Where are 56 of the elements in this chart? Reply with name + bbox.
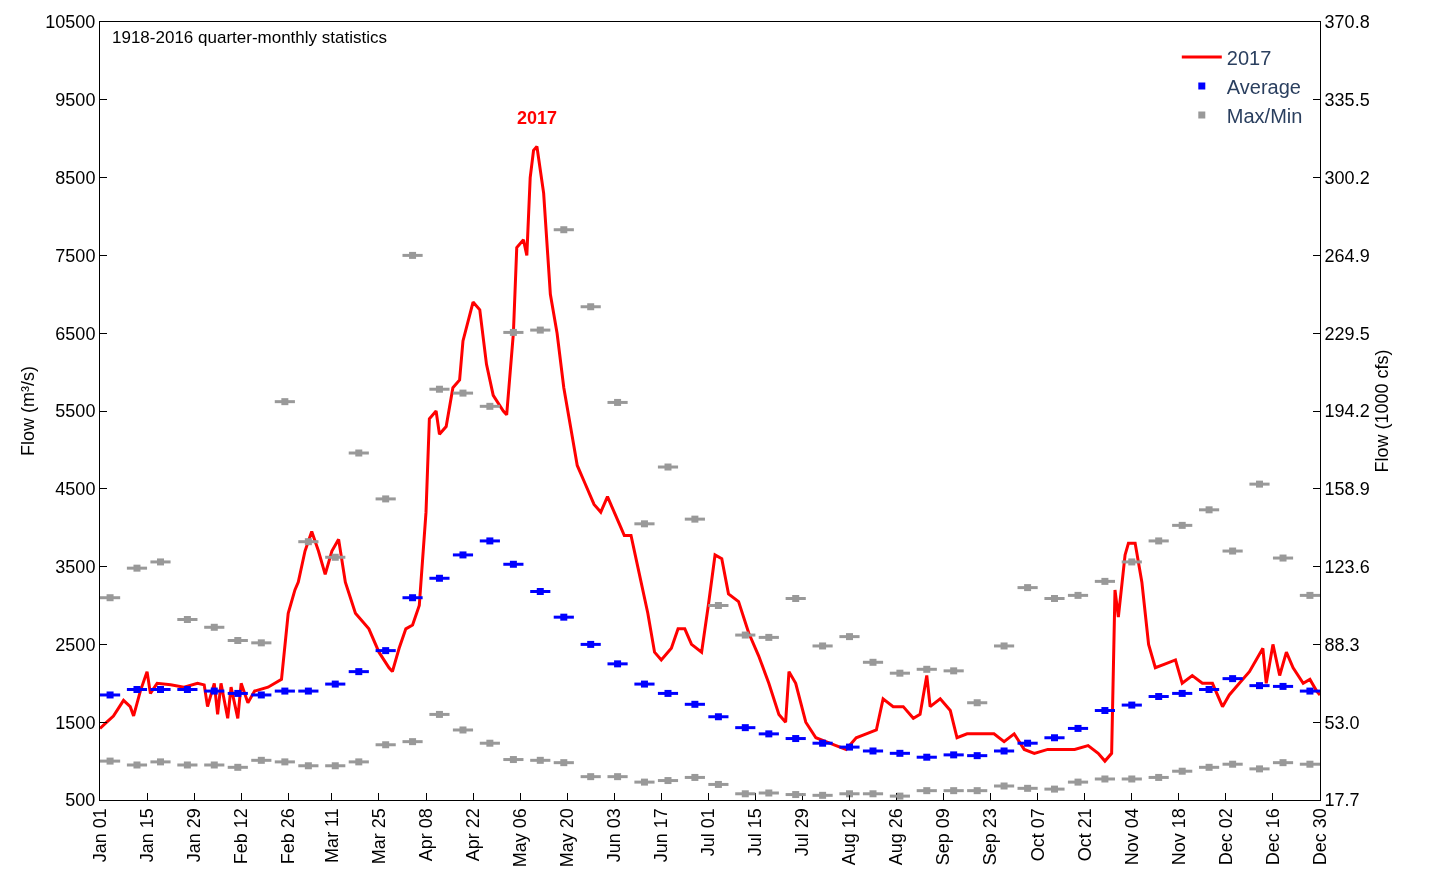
y2-tick-label: 88.3 bbox=[1324, 634, 1360, 655]
x-tick-label: Nov 18 bbox=[1168, 808, 1189, 866]
y2-tick-label: 123.6 bbox=[1324, 556, 1370, 577]
y-tick-label: 10500 bbox=[45, 12, 96, 33]
y-tick-label: 1500 bbox=[55, 712, 96, 733]
x-tick-label: Feb 26 bbox=[278, 808, 299, 865]
x-tick-label: Apr 08 bbox=[415, 808, 436, 862]
y-tick-label: 9500 bbox=[55, 90, 96, 111]
x-tick-label: Apr 22 bbox=[462, 808, 483, 862]
legend-label: Max/Min bbox=[1226, 104, 1303, 127]
y2-tick-label: 17.7 bbox=[1324, 790, 1360, 811]
y2-tick-label: 229.5 bbox=[1324, 323, 1370, 344]
y-tick-label: 500 bbox=[65, 790, 96, 811]
x-tick-label: Sep 23 bbox=[980, 808, 1001, 866]
y-tick-label: 6500 bbox=[55, 323, 96, 344]
x-tick-label: Aug 12 bbox=[839, 808, 860, 866]
x-tick-label: Jul 29 bbox=[792, 808, 813, 857]
x-tick-label: Jan 15 bbox=[136, 808, 157, 863]
y2-tick-label: 300.2 bbox=[1324, 167, 1370, 188]
x-tick-label: Dec 30 bbox=[1309, 808, 1330, 866]
y2-tick-label: 158.9 bbox=[1324, 479, 1370, 500]
y2-tick-label: 53.0 bbox=[1324, 712, 1360, 733]
x-tick-label: Mar 25 bbox=[368, 808, 389, 865]
x-tick-label: Oct 07 bbox=[1027, 808, 1048, 862]
x-tick-label: Jun 17 bbox=[651, 808, 672, 863]
x-tick-label: Jul 15 bbox=[745, 808, 766, 857]
x-tick-label: Jan 01 bbox=[89, 808, 110, 863]
y-tick-label: 2500 bbox=[55, 634, 96, 655]
y2-axis-title: Flow (1000 cfs) bbox=[1371, 349, 1392, 473]
y-tick-label: 5500 bbox=[55, 401, 96, 422]
annotation: 2017 bbox=[517, 108, 558, 128]
x-tick-label: Dec 16 bbox=[1262, 808, 1283, 866]
y-axis-title: Flow (m³/s) bbox=[17, 366, 38, 456]
x-tick-label: Aug 26 bbox=[886, 808, 907, 866]
x-tick-label: May 06 bbox=[509, 808, 530, 868]
x-tick-label: Jan 29 bbox=[183, 808, 204, 863]
y-tick-label: 8500 bbox=[55, 167, 96, 188]
y2-tick-label: 264.9 bbox=[1324, 245, 1370, 266]
y2-tick-label: 370.8 bbox=[1324, 12, 1370, 33]
x-tick-label: Oct 21 bbox=[1074, 808, 1095, 862]
y2-tick-label: 194.2 bbox=[1324, 401, 1370, 422]
y-tick-label: 4500 bbox=[55, 479, 96, 500]
y-tick-label: 7500 bbox=[55, 245, 96, 266]
legend-label: 2017 bbox=[1226, 46, 1272, 69]
x-tick-label: Feb 12 bbox=[231, 808, 252, 865]
x-tick-label: Sep 09 bbox=[933, 808, 954, 866]
x-tick-label: May 20 bbox=[557, 808, 578, 868]
legend-label: Average bbox=[1226, 75, 1301, 98]
x-tick-label: Jul 01 bbox=[698, 808, 719, 857]
annotation: 1918-2016 quarter-monthly statistics bbox=[112, 28, 387, 47]
x-tick-label: Mar 11 bbox=[321, 808, 342, 863]
y2-tick-label: 335.5 bbox=[1324, 90, 1370, 111]
y-tick-label: 3500 bbox=[55, 556, 96, 577]
x-tick-label: Nov 04 bbox=[1121, 808, 1142, 866]
x-tick-label: Jun 03 bbox=[604, 808, 625, 863]
x-tick-label: Dec 02 bbox=[1215, 808, 1236, 866]
